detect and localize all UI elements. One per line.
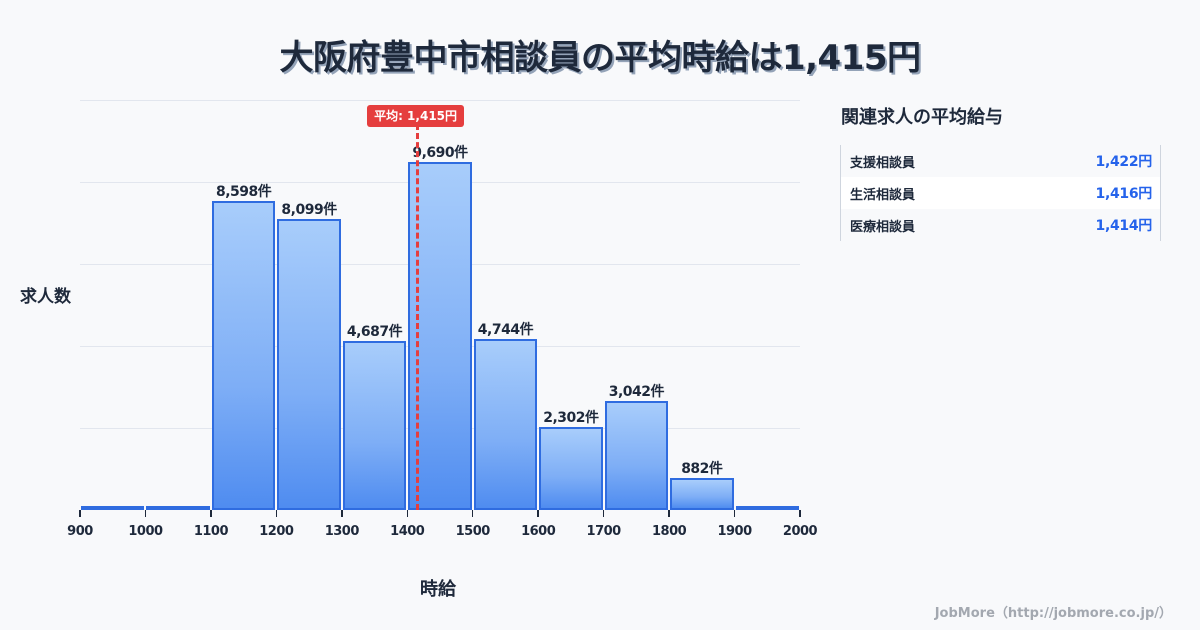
histogram-bar bbox=[473, 339, 538, 510]
x-tick bbox=[733, 510, 736, 517]
x-tick bbox=[799, 510, 801, 517]
related-job-row: 支援相談員 1,422円 bbox=[841, 145, 1160, 177]
x-axis-label: 時給 bbox=[420, 579, 456, 600]
histogram-bar bbox=[604, 400, 669, 510]
x-tick-label: 1600 bbox=[521, 524, 556, 539]
x-tick-label: 1900 bbox=[717, 524, 752, 539]
x-tick bbox=[144, 510, 147, 517]
x-tick-label: 1200 bbox=[259, 524, 294, 539]
x-tick-label: 1000 bbox=[128, 524, 163, 539]
bar-value-label: 8,598件 bbox=[215, 183, 272, 200]
x-tick-label: 1400 bbox=[390, 524, 425, 539]
x-tick bbox=[275, 510, 278, 517]
job-wage: 1,414円 bbox=[1095, 218, 1153, 234]
job-name: 医療相談員 bbox=[850, 219, 916, 235]
x-tick bbox=[602, 510, 605, 517]
job-name: 生活相談員 bbox=[850, 187, 916, 203]
job-wage: 1,416円 bbox=[1095, 186, 1153, 202]
related-jobs-table: 支援相談員 1,422円 生活相談員 1,416円 医療相談員 1,414円 bbox=[840, 145, 1161, 241]
x-tick-label: 900 bbox=[67, 524, 93, 539]
histogram-bar bbox=[670, 478, 734, 510]
histogram-bar bbox=[211, 200, 276, 510]
histogram-bar bbox=[81, 506, 145, 510]
x-tick-label: 2000 bbox=[782, 524, 818, 539]
bar-value-label: 4,687件 bbox=[346, 324, 403, 341]
x-tick bbox=[406, 510, 409, 517]
related-job-row: 生活相談員 1,416円 bbox=[841, 177, 1160, 209]
gridline bbox=[80, 100, 800, 101]
average-badge: 平均: 1,415円 bbox=[367, 105, 465, 127]
page-title: 大阪府豊中市相談員の平均時給は1,415円 bbox=[279, 38, 921, 78]
related-job-row: 医療相談員 1,414円 bbox=[841, 209, 1160, 241]
y-axis-label: 求人数 bbox=[20, 287, 71, 307]
source-credit: JobMore（http://jobmore.co.jp/） bbox=[934, 606, 1172, 621]
x-tick-label: 1500 bbox=[455, 524, 491, 539]
histogram-bar bbox=[342, 341, 407, 510]
bar-value-label: 8,099件 bbox=[281, 201, 337, 218]
x-tick-label: 1700 bbox=[586, 524, 622, 539]
x-tick bbox=[79, 510, 81, 517]
bar-value-label: 2,302件 bbox=[543, 410, 599, 427]
histogram-bar bbox=[277, 218, 341, 510]
histogram-bar bbox=[146, 506, 210, 510]
x-tick-label: 1100 bbox=[193, 524, 229, 539]
x-tick bbox=[471, 510, 474, 517]
histogram-bar bbox=[735, 506, 799, 510]
x-tick bbox=[668, 510, 670, 517]
histogram-bar bbox=[408, 161, 472, 510]
x-tick-label: 1800 bbox=[651, 524, 687, 539]
histogram-bar bbox=[539, 427, 603, 510]
job-name: 支援相談員 bbox=[850, 155, 916, 171]
bar-value-label: 3,042件 bbox=[608, 383, 665, 400]
x-tick bbox=[210, 510, 212, 517]
bar-value-label: 882件 bbox=[681, 461, 723, 478]
x-tick bbox=[341, 510, 343, 517]
x-tick bbox=[537, 510, 539, 517]
average-line bbox=[415, 124, 419, 510]
x-tick-label: 1300 bbox=[324, 524, 360, 539]
job-wage: 1,422円 bbox=[1095, 154, 1153, 170]
bar-value-label: 9,690件 bbox=[412, 144, 468, 161]
related-jobs-title: 関連求人の平均給与 bbox=[841, 107, 1003, 128]
bar-value-label: 4,744件 bbox=[477, 322, 534, 339]
